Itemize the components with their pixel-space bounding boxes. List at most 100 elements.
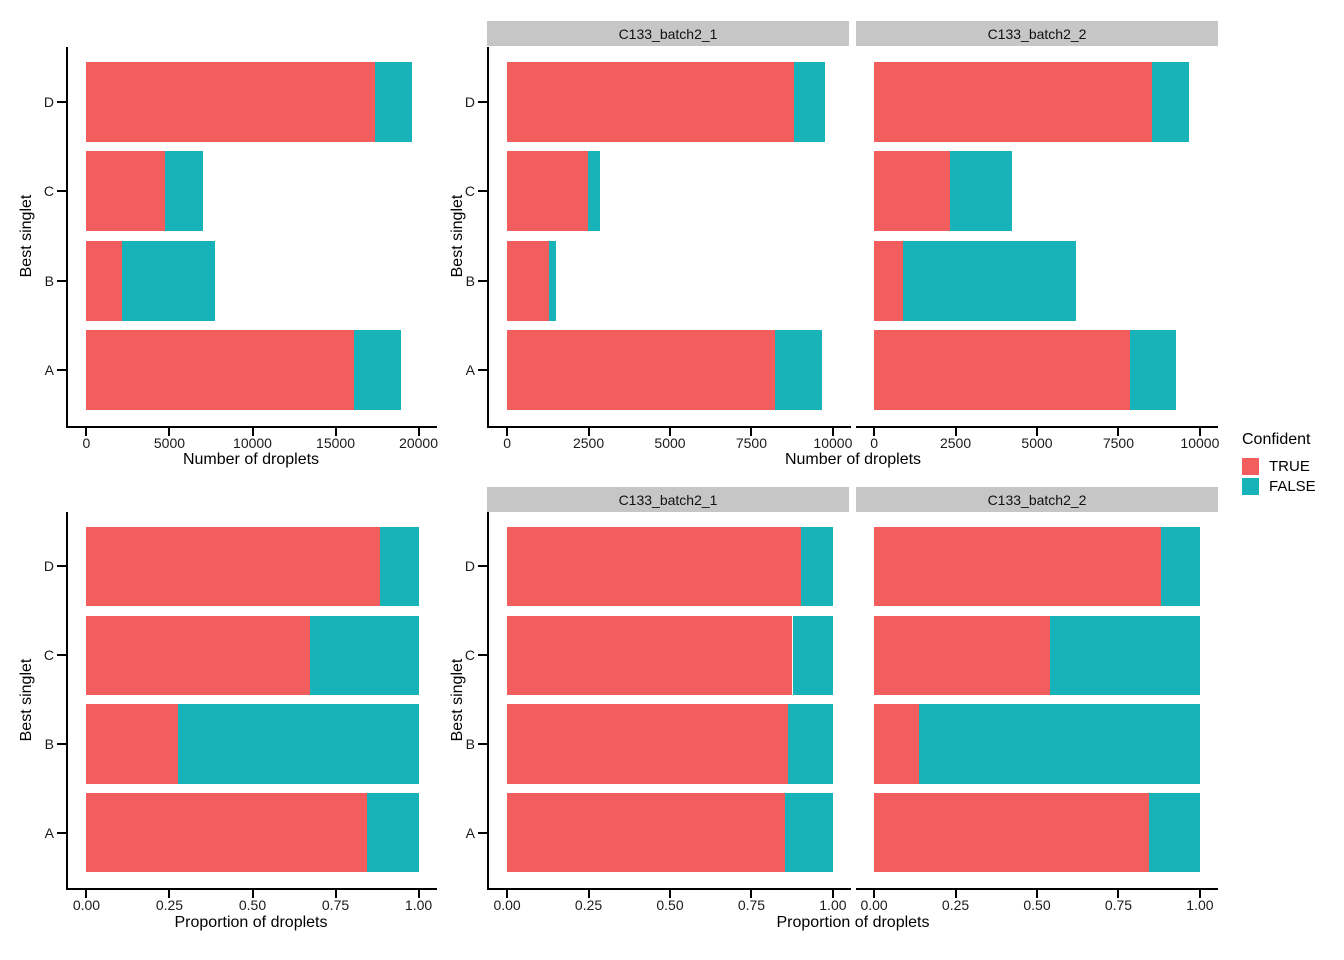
legend-swatch-true-icon — [1242, 458, 1259, 475]
bar-segment-a-true — [86, 330, 354, 411]
bar-segment-a-true — [874, 793, 1150, 873]
x-tick — [85, 428, 88, 436]
y-category-label-c: C — [464, 183, 475, 200]
x-tick-label: 5000 — [1021, 435, 1053, 451]
legend-item-false: FALSE — [1242, 478, 1316, 495]
x-tick-label: 7500 — [1102, 435, 1135, 451]
x-tick-label: 0.00 — [860, 897, 888, 913]
x-tick — [750, 890, 753, 898]
y-category-label-d: D — [464, 558, 475, 575]
panel-prop-batch1: 0.00 0.25 0.50 0.75 1.00 A B C D — [465, 512, 851, 913]
bar-segment-a-true — [874, 330, 1130, 411]
y-tick — [57, 190, 66, 193]
y-axis-title-prop-facets: Best singlet — [449, 658, 466, 742]
facet-strip-prop-batch1: C133_batch2_1 — [487, 487, 849, 512]
y-category-label-b: B — [44, 272, 54, 289]
bar-segment-b-false — [788, 704, 833, 784]
x-tick-label: 10000 — [233, 435, 272, 451]
y-category-label-a: A — [465, 824, 475, 841]
x-tick — [251, 890, 254, 898]
x-tick-label: 0 — [870, 435, 878, 451]
bar-segment-b-false — [919, 704, 1200, 784]
bar-segment-b-true — [507, 704, 789, 784]
x-tick-label: 2500 — [939, 435, 972, 451]
y-category-label-a: A — [465, 362, 475, 379]
x-tick-label: 0.25 — [941, 897, 970, 913]
x-tick — [168, 890, 171, 898]
y-tick — [478, 279, 487, 282]
bar-segment-b-true — [874, 240, 903, 321]
legend-item-true: TRUE — [1242, 458, 1316, 475]
bar-segment-c-true — [874, 151, 950, 232]
bar-segment-c-false — [587, 151, 600, 232]
x-tick — [669, 890, 671, 898]
panel-counts-batch2: 0 2500 5000 7500 10000 — [856, 47, 1219, 451]
x-tick — [1117, 428, 1120, 436]
bar-segment-d-false — [794, 62, 826, 142]
bar-segment-d-false — [1152, 62, 1190, 142]
bar-segment-c-false — [950, 151, 1012, 232]
bar-segment-a-false — [775, 330, 822, 411]
bar-segment-c-false — [792, 615, 833, 695]
x-tick — [1036, 428, 1038, 436]
bar-segment-c-true — [507, 151, 588, 232]
y-tick — [57, 565, 66, 568]
y-category-label-c: C — [464, 647, 475, 664]
bar-segment-c-false — [1050, 615, 1200, 695]
x-tick-label: 0.75 — [321, 897, 350, 913]
y-axis-title-counts-all: Best singlet — [18, 194, 35, 278]
bar-segment-d-false — [1161, 526, 1200, 607]
x-tick-label: 5000 — [153, 435, 186, 451]
x-axis-title-prop-all: Proportion of droplets — [174, 914, 328, 931]
bar-segment-c-true — [507, 615, 793, 695]
legend-swatch-false-icon — [1242, 478, 1259, 495]
x-tick — [587, 890, 590, 898]
x-tick — [1036, 890, 1038, 898]
x-tick-label: 2500 — [572, 435, 605, 451]
y-category-label-d: D — [464, 93, 475, 110]
x-tick — [506, 428, 509, 436]
bar-segment-c-true — [874, 615, 1051, 695]
bar-segment-b-true — [507, 240, 550, 321]
panel-counts-all: 0 5000 10000 15000 20000 A B C D — [44, 47, 438, 451]
x-tick — [831, 428, 834, 436]
x-tick-label: 1.00 — [404, 897, 433, 913]
bar-segment-c-false — [165, 151, 204, 232]
bar-segment-d-false — [374, 62, 412, 142]
x-tick-label: 0.50 — [1023, 897, 1051, 913]
y-axis-title-counts-facets: Best singlet — [449, 194, 466, 278]
y-category-label-a: A — [44, 362, 54, 379]
y-tick — [478, 654, 487, 657]
x-tick — [669, 428, 671, 436]
bar-segment-b-false — [549, 240, 557, 321]
x-tick-label: 0 — [82, 435, 91, 451]
y-tick — [57, 279, 66, 282]
x-tick — [750, 428, 753, 436]
bar-segment-b-true — [86, 704, 178, 784]
bar-segment-d-false — [801, 526, 833, 607]
bar-segment-b-false — [122, 240, 215, 321]
y-tick — [478, 565, 487, 568]
bar-segment-b-true — [86, 240, 123, 321]
legend-label-true: TRUE — [1269, 458, 1310, 475]
y-tick — [478, 831, 487, 834]
x-axis-title-prop-facets: Proportion of droplets — [776, 914, 930, 931]
bar-segment-a-false — [785, 793, 833, 873]
y-tick — [57, 743, 66, 745]
y-tick — [57, 100, 66, 103]
x-tick-label: 0.00 — [493, 897, 521, 913]
y-category-label-d: D — [43, 93, 54, 110]
x-axis-title-counts-facets: Number of droplets — [784, 451, 922, 468]
bar-segment-c-true — [86, 615, 310, 695]
panel-prop-all: 0.00 0.25 0.50 0.75 1.00 A B C D — [44, 512, 437, 913]
x-tick-label: 0.25 — [155, 897, 184, 913]
legend-title: Confident — [1242, 431, 1311, 448]
x-tick-label: 1.00 — [1186, 897, 1214, 913]
y-category-label-b: B — [465, 272, 475, 289]
x-tick-label: 0.75 — [737, 897, 766, 913]
x-tick — [873, 890, 876, 898]
bar-segment-d-true — [86, 526, 381, 607]
bar-segment-d-true — [507, 526, 802, 607]
x-tick — [831, 890, 834, 898]
y-tick — [478, 190, 487, 193]
